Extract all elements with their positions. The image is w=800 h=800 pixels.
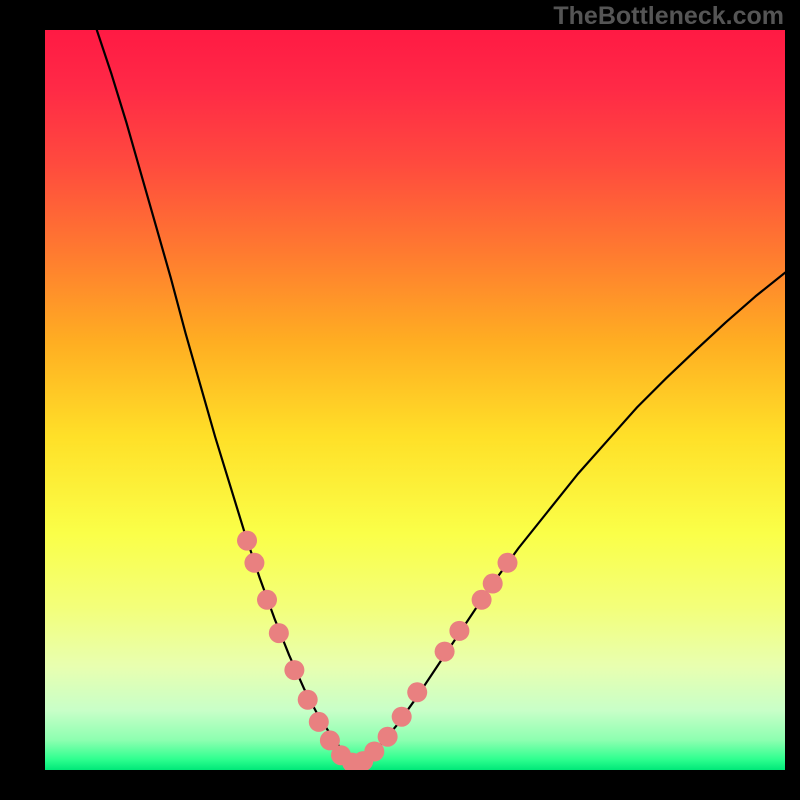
data-marker (284, 660, 304, 680)
plot-area (45, 30, 785, 770)
gradient-background (45, 30, 785, 770)
data-marker (244, 553, 264, 573)
data-marker (449, 621, 469, 641)
data-marker (472, 590, 492, 610)
data-marker (435, 642, 455, 662)
data-marker (269, 623, 289, 643)
data-marker (257, 590, 277, 610)
data-marker (237, 531, 257, 551)
data-marker (378, 727, 398, 747)
data-marker (364, 742, 384, 762)
chart-stage: TheBottleneck.com (0, 0, 800, 800)
data-marker (483, 574, 503, 594)
data-marker (298, 690, 318, 710)
data-marker (309, 712, 329, 732)
watermark-text: TheBottleneck.com (553, 2, 784, 31)
data-marker (407, 682, 427, 702)
data-marker (392, 707, 412, 727)
chart-svg (45, 30, 785, 770)
data-marker (498, 553, 518, 573)
